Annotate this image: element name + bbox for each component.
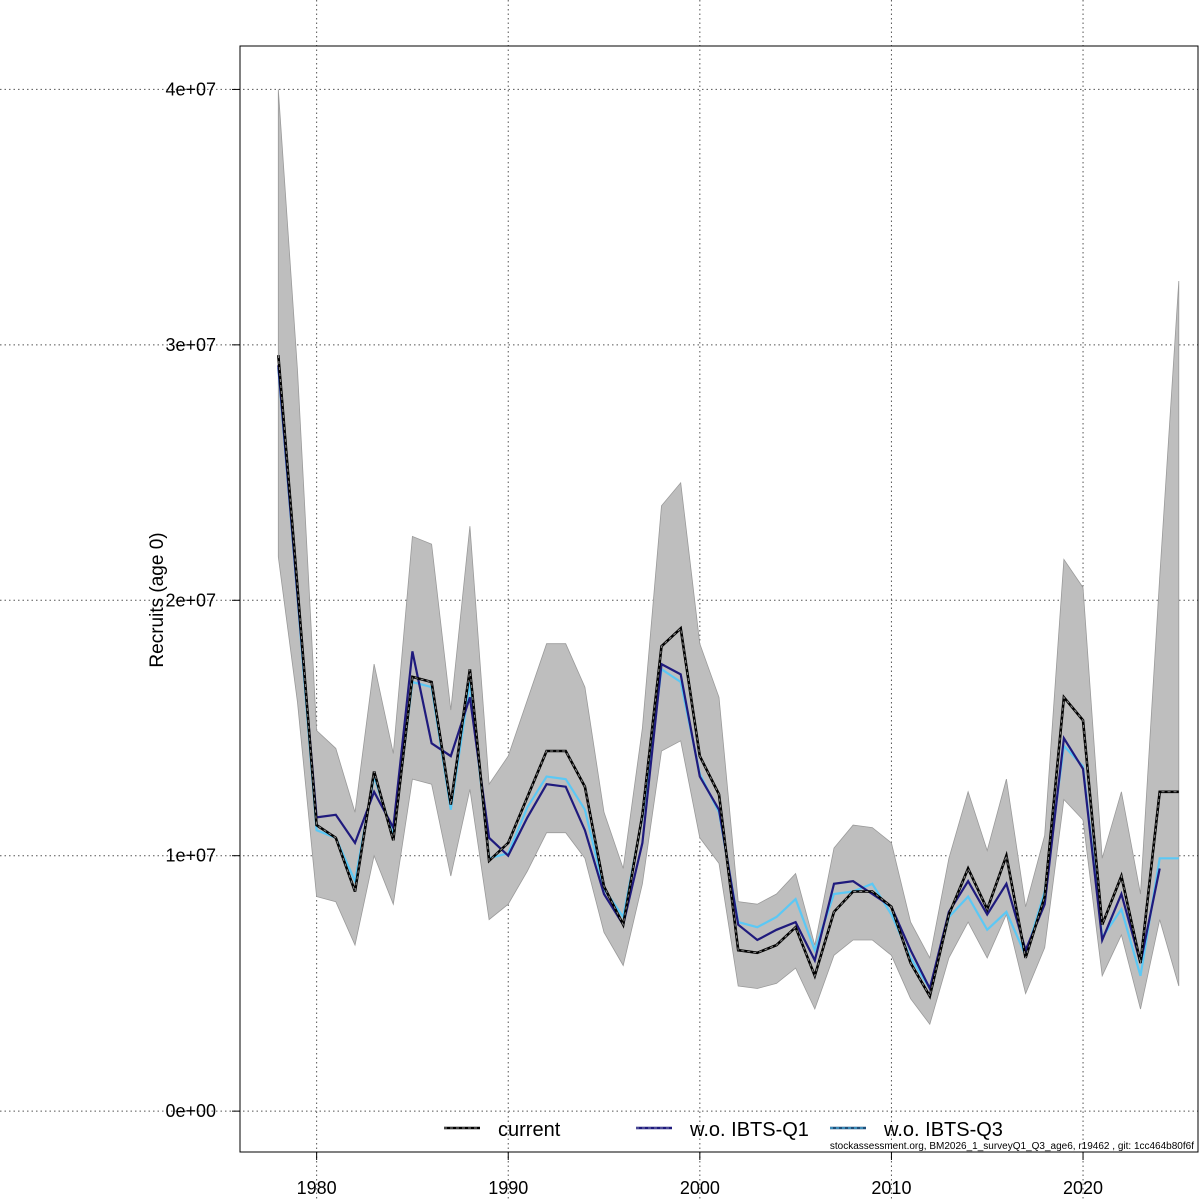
footer-note: stockassessment.org, BM2026_1_surveyQ1_Q… <box>830 1141 1194 1152</box>
legend-item: w.o. IBTS-Q1 <box>636 1119 809 1141</box>
legend: current w.o. IBTS-Q1 w.o. IBTS-Q3 <box>444 1119 1003 1141</box>
plot-area <box>277 89 1180 1026</box>
legend-label: w.o. IBTS-Q1 <box>689 1119 809 1141</box>
legend-label: w.o. IBTS-Q3 <box>883 1119 1003 1141</box>
legend-item: w.o. IBTS-Q3 <box>830 1119 1003 1141</box>
y-axis: 0e+00 1e+07 2e+07 3e+07 4e+07 <box>165 79 240 1121</box>
y-tick-label: 4e+07 <box>165 79 216 99</box>
x-axis: 1980 1990 2000 2010 2020 <box>297 1152 1103 1198</box>
series-line-wo-ibts-q1 <box>277 365 1161 992</box>
x-tick-label: 2020 <box>1063 1178 1103 1198</box>
series-line-current-dash <box>277 355 1179 998</box>
confidence-band <box>277 89 1180 1026</box>
x-tick-label: 2000 <box>680 1178 720 1198</box>
x-tick-label: 1980 <box>297 1178 337 1198</box>
legend-item: current <box>444 1119 561 1141</box>
legend-label: current <box>498 1119 561 1141</box>
plot-frame <box>239 45 1199 1153</box>
x-tick-label: 2010 <box>871 1178 911 1198</box>
y-tick-label: 3e+07 <box>165 335 216 355</box>
y-axis-title: Recruits (age 0) <box>147 532 168 667</box>
x-tick-label: 1990 <box>488 1178 528 1198</box>
y-tick-label: 0e+00 <box>165 1101 216 1121</box>
y-tick-label: 2e+07 <box>165 590 216 610</box>
y-tick-label: 1e+07 <box>165 846 216 866</box>
